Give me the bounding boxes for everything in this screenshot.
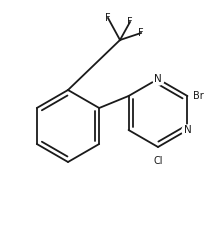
Text: F: F: [138, 28, 144, 38]
Text: Br: Br: [194, 91, 204, 101]
Text: N: N: [154, 74, 162, 84]
Text: F: F: [127, 17, 133, 27]
Text: N: N: [184, 125, 191, 135]
Text: F: F: [105, 13, 111, 23]
Text: Cl: Cl: [153, 156, 163, 166]
